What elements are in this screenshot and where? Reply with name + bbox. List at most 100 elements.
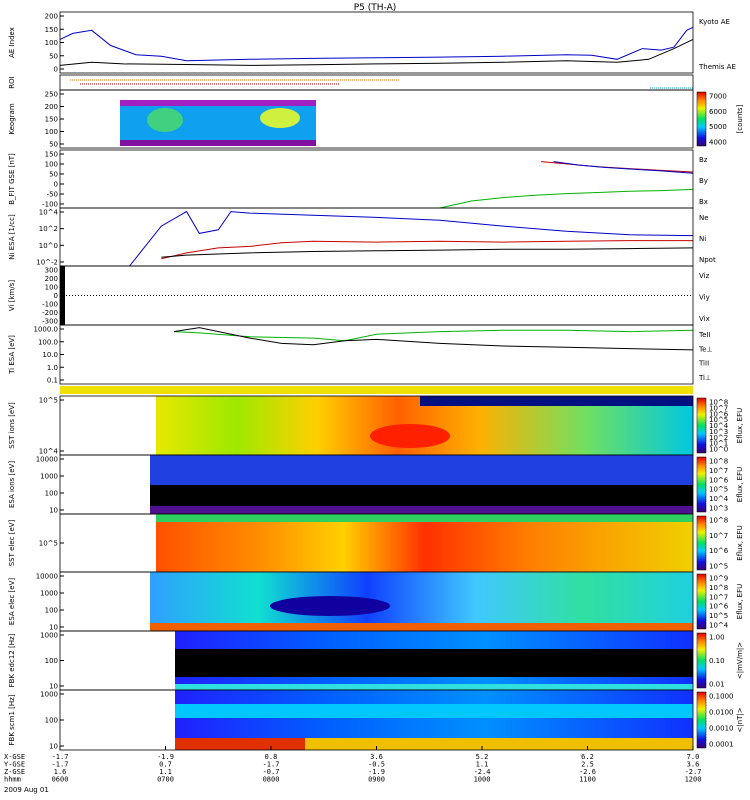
colorbar-label: [counts] (736, 104, 744, 133)
colorbar-tick-label: 10^7 (709, 532, 728, 540)
orbit-value: -1.7 (263, 761, 280, 769)
orbit-value: 0900 (368, 776, 385, 784)
colorbar-tick-label: 10^3 (709, 505, 728, 513)
y-tick-label: 1000.0 (34, 326, 59, 334)
keogram-feature (147, 108, 183, 132)
y-axis-label: Vi [km/s] (8, 280, 16, 311)
panel-frame (59, 207, 694, 267)
esa-elec-spectrogram (150, 572, 693, 631)
y-axis-label: ESA ions [eV] (8, 461, 16, 508)
y-tick-label: 150 (45, 116, 58, 124)
orbit-value: -2.6 (579, 768, 596, 776)
colorbar-label: Eflux, EFU (736, 467, 744, 502)
series-tiii (173, 329, 694, 342)
y-axis-label: ESA elec [eV] (8, 578, 16, 625)
legend-entry: Ti⊥ (698, 374, 711, 382)
series-themis-ae (59, 38, 694, 66)
esa-ion-low-band (150, 485, 693, 506)
y-tick-label: 100 (45, 128, 58, 136)
colorbar-tick-label: 10^6 (709, 476, 729, 484)
legend-entry: TiII (698, 360, 709, 368)
y-tick-label: 100 (45, 161, 58, 169)
y-tick-label: 200 (45, 13, 58, 21)
colorbar (696, 91, 707, 147)
y-tick-label: 200 (45, 275, 58, 283)
y-tick-label: 50 (49, 141, 58, 149)
y-tick-label: 0 (54, 66, 58, 74)
orbit-value: 1.1 (159, 768, 172, 776)
colorbar-label: Eflux, EFU (736, 408, 744, 443)
colorbar-tick-label: 10^4 (709, 622, 729, 630)
y-tick-label: 10000 (36, 456, 58, 464)
orbit-value: -1.7 (52, 761, 69, 769)
y-tick-label: -100 (42, 201, 58, 209)
keogram-feature (260, 108, 300, 128)
sst-ion-peak (370, 424, 450, 448)
legend-entry: Viy (699, 294, 710, 302)
colorbar-tick-label: 0.0010 (709, 725, 734, 733)
sst-elec-top-band (156, 514, 693, 522)
colorbar (696, 573, 707, 630)
sst-elec-spectrogram (156, 514, 693, 572)
legend-entry: Bz (699, 156, 708, 164)
y-tick-label: 300 (45, 267, 58, 275)
colorbar-tick-label: 10^8 (709, 399, 728, 407)
colorbar-tick-label: 10^5 (709, 612, 728, 620)
series-by (439, 188, 694, 209)
colorbar-tick-label: 7000 (709, 93, 727, 101)
fbk-edc12-dark-band (175, 649, 693, 677)
orbit-value: -1.7 (52, 753, 69, 761)
y-tick-label: 10 (49, 683, 58, 691)
colorbar-tick-label: 10^8 (709, 517, 728, 525)
orbit-value: 1.6 (54, 768, 67, 776)
colorbar-tick-label: 10^3 (709, 428, 728, 436)
orbit-value: 3.6 (370, 753, 383, 761)
colorbar-label: <|nT|> (736, 707, 744, 732)
colorbar-tick-label: 10^9 (709, 575, 728, 583)
colorbar-tick-label: 10^0 (709, 446, 728, 454)
panel-ni (59, 207, 694, 267)
panel-esa_ion (59, 454, 707, 515)
y-tick-label: 100 (45, 657, 58, 665)
colorbar-tick-label: 0.1000 (709, 693, 734, 701)
orbit-value: 1.1 (476, 761, 489, 769)
y-tick-label: 100 (45, 490, 58, 498)
fbk-scm1-band (175, 704, 693, 718)
colorbar-tick-label: 10^6 (709, 410, 729, 418)
colorbar-tick-label: 10^2 (709, 434, 728, 442)
esa-elec-feature (270, 596, 390, 616)
series-ni (129, 210, 694, 267)
y-tick-label: 100 (45, 39, 58, 47)
y-tick-label: 150 (45, 151, 58, 159)
orbit-row-label: hhmm (4, 776, 21, 784)
y-tick-label: 1000 (40, 473, 58, 481)
y-axis-label: Keogram (8, 103, 16, 134)
series-ne (161, 240, 693, 260)
panel-vi (59, 265, 694, 326)
date-label: 2009 Aug 01 (4, 786, 49, 794)
y-tick-label: -100 (42, 301, 58, 309)
series-npot (161, 247, 694, 258)
legend-entry: Kyoto AE (699, 18, 730, 26)
y-tick-label: 0.1 (47, 377, 58, 385)
series-kyoto-ae (59, 26, 694, 62)
y-tick-label: 50 (49, 52, 58, 60)
colorbar-tick-label: 10^8 (709, 584, 728, 592)
orbit-value: 0.8 (265, 753, 278, 761)
orbit-value: 7.0 (687, 753, 700, 761)
panel-esa_e (59, 571, 707, 632)
keogram-bottom-band (120, 140, 316, 146)
panel-frame (59, 265, 694, 326)
orbit-value: 0700 (157, 776, 174, 784)
sst-ion-high-energy-band (420, 396, 693, 406)
y-tick-label: -300 (42, 318, 58, 326)
y-tick-label: -50 (47, 191, 58, 199)
plot-title: P5 (TH-A) (354, 3, 397, 13)
y-tick-label: 10^4 (39, 448, 59, 456)
y-tick-label: 100 (45, 607, 58, 615)
y-tick-label: 10^-2 (36, 259, 58, 267)
panel-ae (59, 11, 694, 74)
esa-elec-floor (150, 623, 693, 631)
y-tick-label: 1.0 (47, 364, 58, 372)
colorbar-tick-label: 0.01 (709, 681, 725, 689)
